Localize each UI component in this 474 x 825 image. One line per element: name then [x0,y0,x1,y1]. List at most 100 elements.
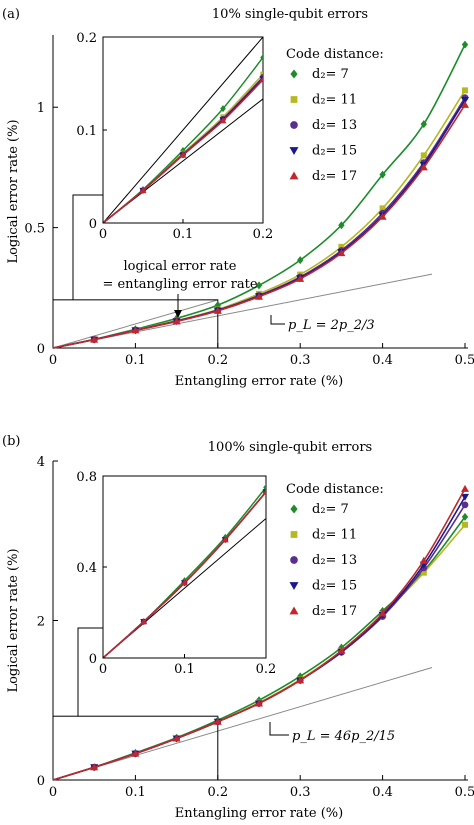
chart-title: 100% single-qubit errors [208,440,372,455]
inset-data-point [140,618,148,625]
inset-y-tick-label: 0 [89,652,97,667]
x-tick-label: 0.5 [455,785,474,800]
inset-x-tick-label: 0.1 [173,227,194,242]
legend-marker [290,556,298,564]
inset-frame [102,475,267,659]
data-point [462,87,468,94]
data-point [420,569,427,576]
inset-y-tick-label: 0.8 [76,470,97,485]
data-point [131,326,140,334]
series-triangle-up [52,484,469,781]
data-point [172,734,181,742]
legend-entry: d₂= 13 [312,118,357,133]
data-point [297,256,304,265]
inset-x-tick-label: 0.1 [174,662,195,677]
legend-marker [290,531,298,538]
data-point [379,205,386,212]
y-tick-label: 0.5 [24,222,45,237]
data-point [296,274,305,282]
inset-data-point [259,76,263,83]
y-tick-label: 2 [37,615,45,630]
legend-marker [290,69,298,79]
data-point [461,493,469,501]
data-point [461,484,469,492]
legend-entry: d₂= 17 [312,169,357,184]
data-point [461,97,469,105]
inset-data-point [260,53,263,61]
reference-line-label: p_L = 46p_2/15 [292,729,395,744]
data-point [90,763,99,771]
data-point [420,152,427,159]
series-line [52,488,466,781]
inset-data-point [139,186,147,194]
inset-y-tick-label: 0.1 [76,124,97,139]
reference-line [52,667,433,781]
inset-series-triangle-up [103,488,266,658]
legend-entry: d₂= 15 [312,144,357,159]
reference-line [52,273,433,349]
y-tick-label: 0 [37,342,45,357]
data-point [338,221,345,230]
annotation-line2: = entangling error rate [102,277,257,292]
legend-marker [290,504,298,514]
zoom-region-box [52,299,219,349]
x-tick-label: 0.4 [372,785,393,800]
legend-entry: d₂= 11 [312,93,357,108]
data-point [337,646,346,654]
inset-data-point [181,579,188,586]
inset-series-triangle-up [103,76,263,223]
x-axis-label: Entangling error rate (%) [175,806,343,821]
data-point [379,170,386,179]
inset-x-tick-label: 0 [99,227,107,242]
inset-y-tick-label: 0.4 [76,561,97,576]
chart-panel-a: (a) 10% single-qubit errors 0 0.1 0.2 0.3 0.4 0… [2,7,474,389]
data-point [420,120,427,129]
legend-entry: d₂= 7 [312,502,349,517]
data-point [419,163,428,171]
x-tick-label: 0.3 [290,353,311,368]
annotation-arrowhead [174,310,182,318]
x-tick-label: 0.4 [372,353,393,368]
reference-line-label: p_L = 2p_2/3 [288,318,375,333]
legend-title: Code distance: [286,482,384,497]
chart-panel-b: (b) 100% single-qubit errors 0 0.1 0.2 0.3 0.4… [2,434,474,821]
data-point [172,317,181,325]
series-triangle-up [52,100,469,349]
zoom-connector [77,627,103,717]
panel-label: (b) [2,434,20,449]
inset-identity-line [103,37,263,223]
identity-line [52,299,218,349]
x-tick-label: 0.3 [290,785,311,800]
data-point [255,699,263,707]
inset-data-point [220,105,226,113]
x-tick-label: 0 [49,785,57,800]
y-tick-label: 1 [37,101,45,116]
x-tick-label: 0.1 [125,785,146,800]
legend-marker [289,171,299,180]
zoom-connector [72,194,103,300]
inset-plot: 0 0.1 0.2 0 0.1 0.2 [76,31,273,242]
data-point [338,243,345,250]
inset-content [103,37,263,223]
legend-entry: d₂= 17 [312,604,357,619]
inset-content [103,483,266,658]
data-point [378,212,387,220]
inset-plot: 0 0.1 0.2 0 0.4 0.8 [76,470,276,677]
legend-marker [289,582,299,590]
inset-data-point [262,488,266,495]
x-axis-label: Entangling error rate (%) [175,374,343,389]
data-point [462,521,468,528]
legend-entry: d₂= 7 [312,67,349,82]
x-tick-label: 0.2 [207,353,228,368]
data-point [461,40,469,49]
inset-data-point [219,117,227,124]
data-point [213,306,222,314]
x-tick-label: 0.2 [207,785,228,800]
inset-x-tick-label: 0 [99,662,107,677]
x-tick-label: 0.5 [455,353,474,368]
x-tick-label: 0.1 [125,353,146,368]
annotation-line1: logical error rate [124,259,237,274]
legend-title: Code distance: [286,47,384,62]
legend-entry: d₂= 15 [312,579,357,594]
